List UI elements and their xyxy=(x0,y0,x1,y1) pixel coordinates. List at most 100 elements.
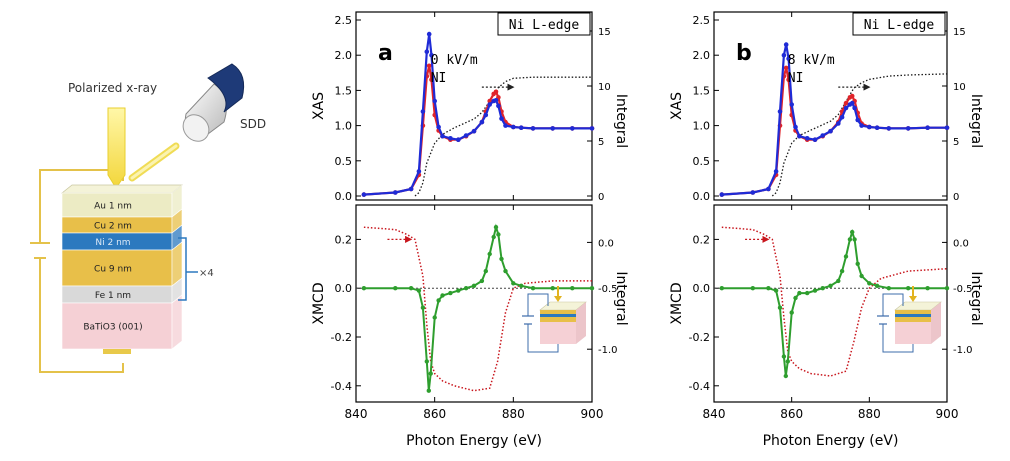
xas-point-red xyxy=(843,100,849,106)
panels: 0.0 0.5 1.0 1.5 2.0 2.5 0 5 10 15 XAS Integral Ni L-… xyxy=(311,11,984,449)
xas-point-blue xyxy=(424,49,430,54)
xas-point-blue xyxy=(550,126,555,131)
xmcd-point xyxy=(855,261,860,266)
xmcd-point xyxy=(785,359,790,364)
xas-point-blue xyxy=(855,117,860,123)
y-right-tick-label: 5 xyxy=(598,137,604,148)
x-tick-label: 880 xyxy=(858,407,881,421)
xas-point-red xyxy=(493,89,499,95)
xas-point-blue xyxy=(479,119,485,125)
xas-point-blue xyxy=(783,42,789,47)
y-tick-label: 1.0 xyxy=(693,120,711,133)
y-right-tick-label: -0.5 xyxy=(953,284,973,295)
inset-wire xyxy=(882,293,904,316)
y-right-tick-label: 15 xyxy=(598,27,611,38)
layer-label: Fe 1 nm xyxy=(95,291,131,301)
xas-right-ylabel: Integral xyxy=(613,94,629,148)
xas-point-blue xyxy=(499,116,504,121)
xas-point-blue xyxy=(867,124,872,130)
x-axis-label: Photon Energy (eV) xyxy=(406,433,542,449)
xmcd-point xyxy=(719,286,724,291)
layer-label: Au 1 nm xyxy=(94,202,132,212)
xmcd-point xyxy=(503,268,508,274)
xas-point-blue xyxy=(487,102,493,107)
xas-point-blue xyxy=(874,125,880,130)
xmcd-ylabel: XMCD xyxy=(311,282,327,324)
xas-axes-frame xyxy=(713,11,948,201)
xmcd-point xyxy=(424,359,429,364)
xas-point-red xyxy=(849,93,855,99)
xmcd-integral-line xyxy=(363,226,592,392)
xas-point-blue xyxy=(496,103,501,109)
x-tick-label: 900 xyxy=(936,407,959,421)
xmcd-point xyxy=(487,251,492,257)
y-tick-label: 0.2 xyxy=(693,233,711,246)
xas-point-blue xyxy=(797,133,802,139)
layer-label: BaTiO3 (001) xyxy=(83,323,142,333)
y-tick-label: 2.5 xyxy=(335,14,353,27)
sample-schematic: Polarized x-ray SDD Au 1 nm Cu 2 nm Ni 2 n… xyxy=(30,63,266,373)
y-tick-label: 2.0 xyxy=(693,49,711,62)
y-tick-label: 0.0 xyxy=(335,190,353,203)
bottom-electrode xyxy=(103,349,131,354)
xmcd-point xyxy=(867,281,872,286)
inset-substrate xyxy=(540,322,576,344)
xmcd-point xyxy=(886,286,891,291)
inset-wire xyxy=(527,293,549,316)
xmcd-right-ylabel: Integral xyxy=(968,271,984,325)
xmcd-point xyxy=(530,286,536,291)
xmcd-point xyxy=(828,283,833,288)
x-axis-label: Photon Energy (eV) xyxy=(763,433,899,449)
xas-point-blue xyxy=(570,126,575,131)
xmcd-point xyxy=(906,286,911,291)
xmcd-point xyxy=(789,310,794,315)
xas-point-blue xyxy=(843,105,849,111)
xas-point-blue xyxy=(483,112,489,118)
xas-point-blue xyxy=(448,136,453,141)
inset-wire xyxy=(527,324,559,353)
xas-point-blue xyxy=(408,186,414,192)
xas-point-blue xyxy=(849,100,855,106)
xas-axes-frame xyxy=(355,11,593,201)
xmcd-point xyxy=(432,315,437,320)
xmcd-point xyxy=(440,293,445,298)
inset-side xyxy=(576,302,586,344)
xas-point-blue xyxy=(361,192,367,197)
xas-point-blue xyxy=(530,126,536,131)
x-tick-label: 860 xyxy=(780,407,803,421)
xmcd-point xyxy=(463,286,469,291)
xas-point-blue xyxy=(828,128,833,134)
xmcd-point xyxy=(408,286,414,291)
xmcd-point xyxy=(843,254,849,259)
xmcd-point xyxy=(783,373,788,379)
layer-stack: Au 1 nm Cu 2 nm Ni 2 nm Cu 9 nm Fe 1 nm BaTiO… xyxy=(60,184,184,354)
y-tick-label: -0.2 xyxy=(689,331,710,344)
xas-point-blue xyxy=(944,125,950,130)
xmcd-axes-frame xyxy=(713,204,948,403)
x-tick-label: 880 xyxy=(502,407,525,421)
xas-integral-line xyxy=(414,76,592,197)
edge-label-box xyxy=(852,12,946,36)
panel-b: 0.0 0.5 1.0 1.5 2.0 2.5 0 5 10 15 XAS Integral Ni L-… xyxy=(669,11,984,449)
inset-layer xyxy=(895,310,931,314)
y-tick-label: 1.0 xyxy=(335,120,353,133)
polarized-xray-label: Polarized x-ray xyxy=(68,81,157,95)
y-tick-label: 0.0 xyxy=(335,282,353,295)
xmcd-point xyxy=(773,288,779,293)
x-tick-label: 860 xyxy=(423,407,446,421)
stack-top-face xyxy=(60,184,184,194)
xas-point-blue xyxy=(471,128,477,134)
xmcd-point xyxy=(428,371,433,376)
xas-point-blue xyxy=(719,192,725,197)
xmcd-point xyxy=(361,286,367,291)
xmcd-point xyxy=(511,281,516,286)
xas-point-blue xyxy=(773,169,779,174)
xas-point-blue xyxy=(518,125,524,130)
sdd-label: SDD xyxy=(240,117,266,131)
y-right-tick-label: 0 xyxy=(953,192,959,203)
xmcd-ylabel: XMCD xyxy=(669,282,685,324)
repeat-bracket xyxy=(178,237,187,301)
xas-point-blue xyxy=(766,186,771,192)
xmcd-point xyxy=(479,278,485,284)
xmcd-point xyxy=(491,234,496,240)
